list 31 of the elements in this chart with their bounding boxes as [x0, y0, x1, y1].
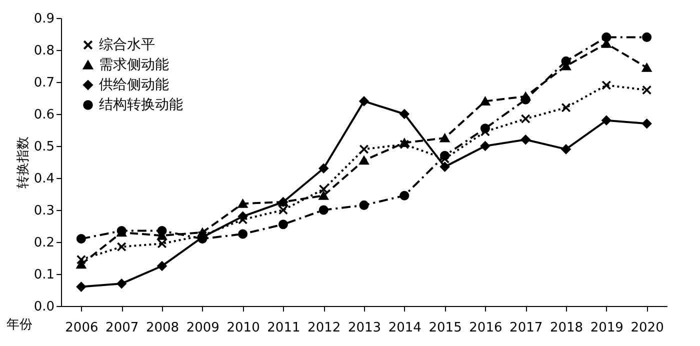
x-tick-label: 2017: [510, 320, 543, 336]
y-tick-label: 0.4: [34, 172, 54, 186]
legend-label: 综合水平: [99, 37, 155, 53]
x-tick-label: 2018: [550, 320, 584, 336]
y-tick-label: 0.9: [34, 12, 54, 26]
x-tick-label: 2013: [348, 320, 382, 336]
y-tick-label: 0.3: [34, 204, 54, 218]
x-tick-label: 2011: [267, 320, 300, 336]
x-tick-label: 2012: [308, 320, 341, 336]
x-tick-label: 2019: [590, 320, 624, 336]
y-tick-label: 0.5: [34, 140, 54, 154]
x-tick-label: 2014: [388, 320, 422, 336]
y-tick-label: 0.7: [34, 76, 54, 90]
legend-label: 结构转换动能: [99, 97, 183, 113]
y-axis-title: 转换指数: [16, 136, 31, 188]
x-tick-label: 2016: [469, 320, 502, 336]
x-tick-label: 2008: [146, 320, 180, 336]
y-tick-label: 0.6: [34, 108, 54, 122]
y-tick-label: 0.1: [34, 268, 54, 282]
x-tick-label: 2015: [428, 320, 462, 336]
legend-label: 需求侧动能: [99, 57, 169, 73]
legend-label: 供给侧动能: [99, 77, 169, 93]
y-tick-label: 0.0: [34, 300, 54, 314]
x-tick-label: 2007: [106, 320, 139, 336]
y-tick-label: 0.2: [34, 236, 54, 250]
x-tick-label: 2006: [65, 320, 98, 336]
x-tick-label: 2010: [226, 320, 260, 336]
x-tick-label: 2020: [630, 320, 664, 336]
x-tick-label: 2009: [186, 320, 220, 336]
x-axis-title: 年份: [6, 318, 32, 332]
y-tick-label: 0.8: [34, 44, 54, 58]
